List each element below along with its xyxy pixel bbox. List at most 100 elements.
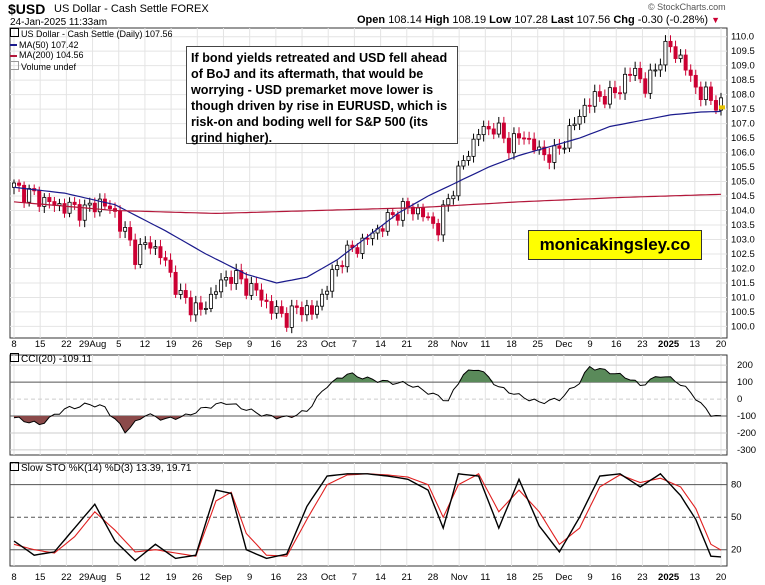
- low-value: 107.28: [514, 14, 548, 26]
- candle-body: [289, 305, 294, 328]
- candle-body: [436, 223, 441, 236]
- stockcharts-credit: © StockCharts.com: [648, 2, 726, 12]
- y-tick-label-price: 100.5: [731, 307, 755, 318]
- legend-ma200-label: MA(200) 104.56: [19, 50, 84, 60]
- candle-body: [77, 204, 82, 221]
- ma200-line: [13, 193, 722, 215]
- x-tick-label-bottom: Oct: [321, 572, 336, 583]
- candle-body: [708, 86, 713, 101]
- candle-body: [567, 125, 572, 149]
- candle-body: [168, 259, 173, 273]
- x-tick-label-bottom: 5: [116, 572, 121, 583]
- candle-body: [678, 54, 683, 59]
- candle-body: [208, 293, 213, 309]
- candle-body: [62, 203, 67, 214]
- x-tick-label-bottom: 28: [428, 572, 439, 583]
- x-tick-label-bottom: 20: [716, 572, 727, 583]
- low-label: Low: [489, 14, 512, 26]
- candle-body: [532, 138, 537, 151]
- candle-body: [92, 202, 97, 213]
- y-tick-label-price: 101.0: [731, 292, 755, 303]
- y-tick-label-price: 108.5: [731, 75, 755, 86]
- candle-body: [466, 155, 471, 161]
- candle-body: [441, 204, 446, 236]
- y-tick-label-price: 104.5: [731, 191, 755, 202]
- x-tick-label-bottom: 16: [611, 572, 622, 583]
- y-tick-label-cci: 200: [737, 360, 753, 371]
- candle-body: [87, 202, 92, 206]
- y-tick-label-sto: 20: [731, 545, 742, 556]
- x-tick-label: 5: [116, 339, 121, 350]
- x-tick-label-bottom: 29Aug: [79, 572, 106, 583]
- candle-body: [11, 182, 16, 188]
- candle-body: [309, 305, 314, 315]
- y-tick-label-price: 110.0: [731, 32, 754, 43]
- candle-body: [198, 302, 203, 310]
- y-tick-label-price: 103.5: [731, 220, 755, 231]
- x-tick-label-bottom: 14: [375, 572, 386, 583]
- candle-body: [582, 104, 587, 117]
- candle-body: [163, 257, 168, 261]
- cci-fill-overbought: [14, 366, 721, 383]
- y-tick-label-cci: 0: [737, 394, 742, 405]
- x-tick-label: 25: [532, 339, 543, 350]
- legend-ma50-label: MA(50) 107.42: [19, 39, 79, 50]
- candle-body: [320, 293, 325, 307]
- candle-body: [633, 67, 638, 76]
- y-tick-label-price: 100.0: [731, 321, 755, 332]
- x-tick-label-bottom: 18: [506, 572, 517, 583]
- y-tick-label-price: 108.0: [731, 90, 755, 101]
- y-tick-label-price: 105.5: [731, 162, 755, 173]
- chg-value: -0.30 (-0.28%): [637, 14, 709, 26]
- candle-body: [481, 125, 486, 136]
- candle-body: [355, 247, 360, 254]
- candle-body: [360, 237, 365, 254]
- x-tick-label: 7: [352, 339, 357, 350]
- x-tick-label: 11: [480, 339, 490, 350]
- candle-body: [638, 67, 643, 80]
- y-tick-label-cci: -100: [737, 411, 756, 422]
- candle-body: [415, 207, 420, 215]
- candle-body: [239, 270, 244, 280]
- candle-body: [244, 278, 249, 296]
- candle-body: [471, 138, 476, 157]
- sto-k-line: [13, 472, 722, 562]
- panel-frame-1: [9, 354, 728, 456]
- candle-body: [148, 242, 153, 249]
- candle-body: [390, 212, 395, 216]
- candle-body: [612, 87, 617, 94]
- x-tick-label: 20: [716, 339, 727, 350]
- candle-body: [82, 204, 87, 221]
- panel-frame-2: [9, 462, 728, 567]
- candle-body: [279, 306, 284, 314]
- y-tick-label-price: 102.5: [731, 249, 755, 260]
- candle-body: [133, 239, 138, 265]
- candle-body: [97, 198, 102, 213]
- x-tick-label-bottom: 12: [140, 572, 151, 583]
- candle-body: [557, 145, 562, 149]
- candle-body: [203, 308, 208, 310]
- candle-body: [719, 97, 724, 111]
- legend-price-label: US Dollar - Cash Settle (Daily) 107.56: [21, 29, 173, 39]
- candle-body: [178, 290, 183, 295]
- sto-d-line: [13, 473, 722, 557]
- y-tick-label-price: 103.0: [731, 234, 755, 245]
- x-tick-label: 9: [247, 339, 252, 350]
- legend-volume-label: Volume undef: [21, 61, 77, 72]
- y-tick-label-price: 107.5: [731, 104, 755, 115]
- x-tick-label: 21: [401, 339, 412, 350]
- x-tick-label: Nov: [451, 339, 468, 350]
- candle-body: [183, 290, 188, 298]
- cci-line: [13, 365, 722, 434]
- candle-body: [229, 277, 234, 284]
- candle-body: [123, 227, 128, 232]
- candle-body: [325, 290, 330, 295]
- candle-body: [294, 305, 299, 308]
- candle-body: [592, 91, 597, 107]
- candle-body: [653, 69, 658, 72]
- candle-body: [345, 244, 350, 268]
- legend-ma50-swatch: [10, 44, 17, 47]
- candle-body: [476, 134, 481, 140]
- last-value: 107.56: [576, 14, 611, 26]
